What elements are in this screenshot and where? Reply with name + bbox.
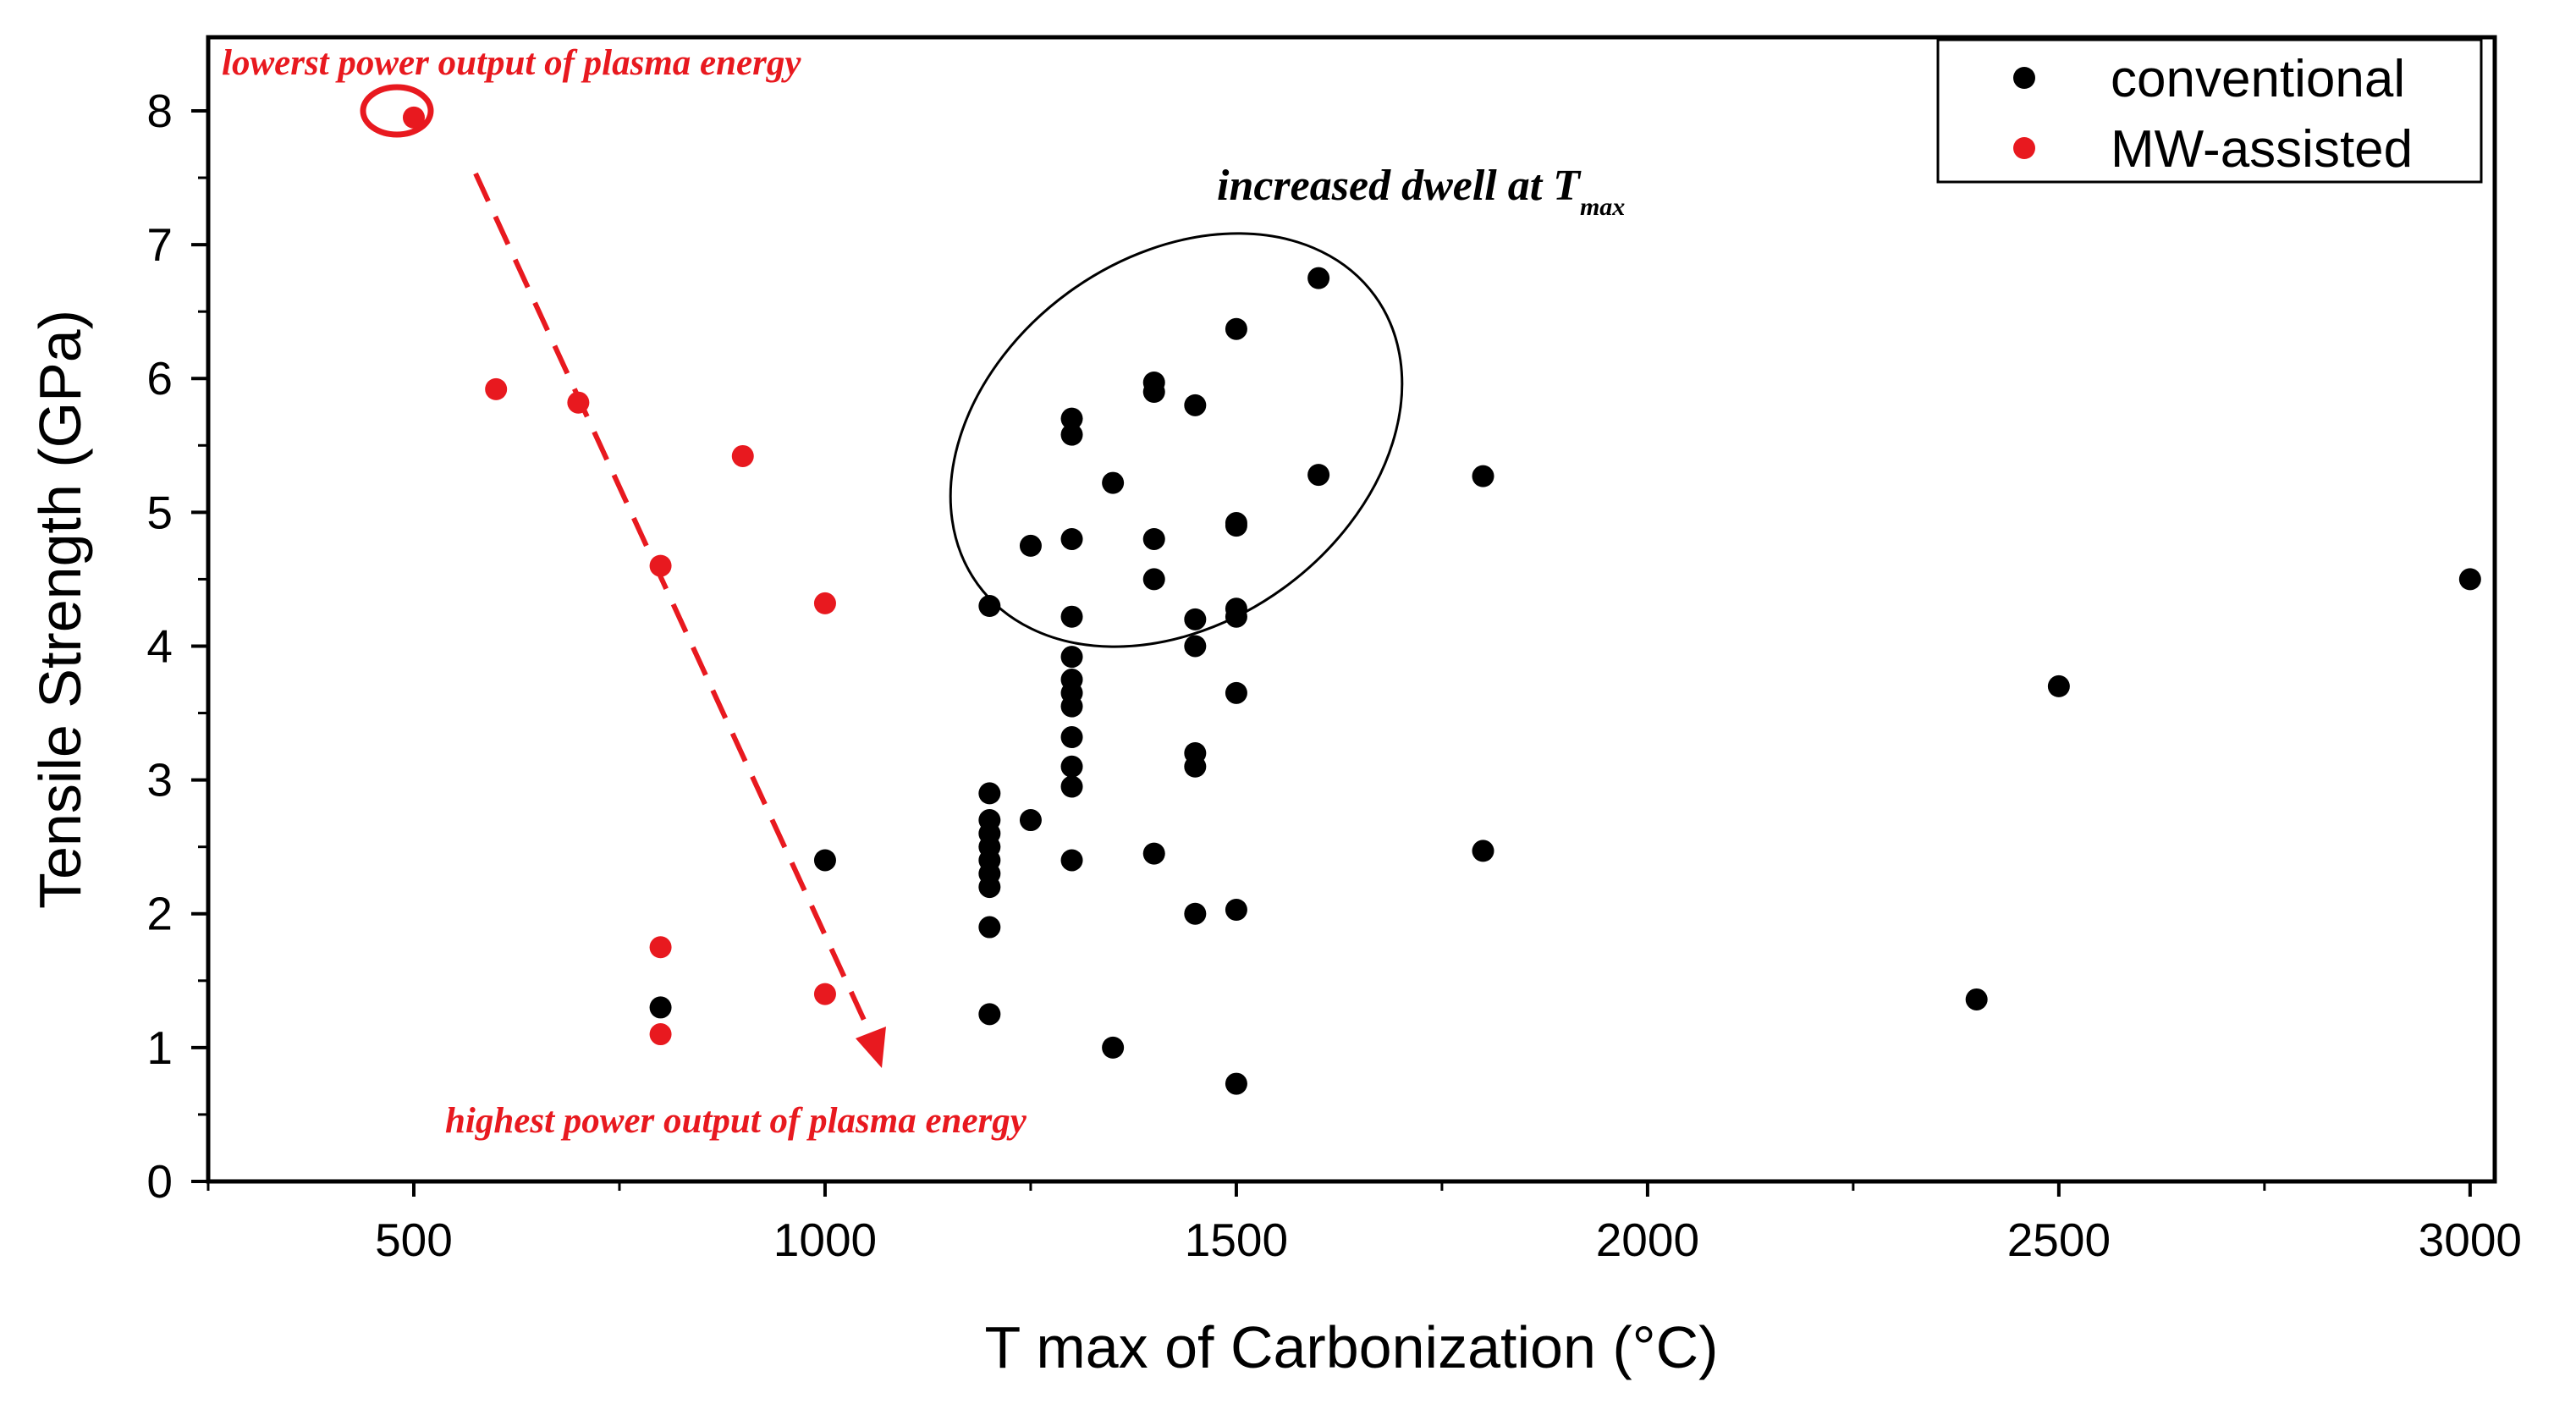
y-axis-title: Tensile Strength (GPa) [27,310,93,909]
conventional-point [978,782,1001,805]
legend-marker-mw-assisted [2013,137,2035,159]
conventional-point [1142,842,1165,865]
mw-assisted-point [649,936,672,959]
dwell-ellipse [949,232,1404,648]
x-tick-label: 1500 [1185,1214,1288,1266]
conventional-point [2047,674,2070,697]
x-tick-label: 1000 [773,1214,877,1266]
conventional-point [1060,695,1083,718]
y-axis-ticks: 0 1 2 3 4 5 6 7 8 [146,85,208,1208]
x-tick-label: 2500 [2007,1214,2111,1266]
conventional-point [1225,317,1247,340]
y-tick-label: 1 [146,1021,173,1074]
y-tick-label: 0 [146,1155,173,1208]
annotation-lowest-power: lowerst power output of plasma energy [222,43,801,83]
legend-marker-conventional [2013,67,2035,89]
y-tick-label: 3 [146,754,173,807]
annotation-dwell-text: increased dwell at T [1217,162,1582,210]
conventional-point [1472,840,1494,862]
conventional-point [649,996,672,1019]
lowest-power-circle [360,84,434,138]
y-tick-label: 6 [146,352,173,405]
mw-assisted-point [649,1023,672,1046]
annotation-dwell: increased dwell at Tmax [1217,162,1625,221]
y-tick-label: 5 [146,486,173,538]
conventional-point [1225,1072,1247,1095]
conventional-point [1102,1036,1125,1059]
x-tick-label: 500 [375,1214,453,1266]
conventional-point [1102,471,1125,494]
x-tick-label: 3000 [2419,1214,2522,1266]
legend: conventional MW-assisted [1936,38,2483,184]
conventional-point [1184,394,1207,416]
mw-assisted-point [649,554,672,577]
conventional-point [1184,755,1207,778]
y-tick-label: 8 [146,85,173,137]
y-tick-label: 7 [146,218,173,271]
conventional-point [1307,267,1330,289]
conventional-point [1060,755,1083,778]
legend-label-mw-assisted: MW-assisted [2111,120,2413,179]
mw-assisted-point [731,444,754,467]
conventional-point [978,1003,1001,1026]
conventional-point [1307,464,1330,487]
annotation-highest-power: highest power output of plasma energy [445,1101,1027,1141]
annotation-dwell-subscript: max [1580,193,1625,221]
conventional-point [1184,902,1207,925]
y-tick-label: 4 [146,619,173,672]
x-axis-title: T max of Carbonization (°C) [984,1314,1718,1380]
conventional-point [2458,568,2481,591]
conventional-point [1142,527,1165,550]
y-tick-label: 2 [146,888,173,940]
conventional-point [1060,407,1083,430]
conventional-point [1019,534,1042,557]
power-arrow-head [856,1027,886,1068]
conventional-point [1184,635,1207,658]
conventional-point [1225,515,1247,537]
conventional-point [978,876,1001,899]
conventional-point [1060,775,1083,798]
conventional-point [1225,681,1247,704]
data-points [402,106,2481,1095]
conventional-point [1060,849,1083,872]
conventional-point [1965,988,1988,1010]
power-arrow-line [473,172,879,1049]
conventional-point [1060,726,1083,749]
plot-frame [206,35,2497,1184]
conventional-point [1225,605,1247,628]
conventional-point [1060,605,1083,628]
conventional-point [1184,608,1207,630]
conventional-point [1060,646,1083,669]
x-axis-ticks: 500 1000 1500 2000 2500 3000 [206,1181,2522,1266]
conventional-point [1472,465,1494,487]
mw-assisted-point [813,983,836,1005]
conventional-point [1142,381,1165,404]
conventional-point [1019,809,1042,832]
conventional-point [813,849,836,872]
conventional-point [1225,898,1247,921]
mw-assisted-point [813,592,836,614]
x-tick-label: 2000 [1596,1214,1699,1266]
conventional-point [1060,423,1083,446]
conventional-point [978,916,1001,939]
mw-assisted-point [402,106,425,129]
mw-assisted-point [567,391,590,414]
mw-assisted-point [485,377,508,400]
conventional-point [1060,527,1083,550]
conventional-point [978,595,1001,618]
legend-label-conventional: conventional [2111,50,2405,108]
conventional-point [1142,568,1165,591]
